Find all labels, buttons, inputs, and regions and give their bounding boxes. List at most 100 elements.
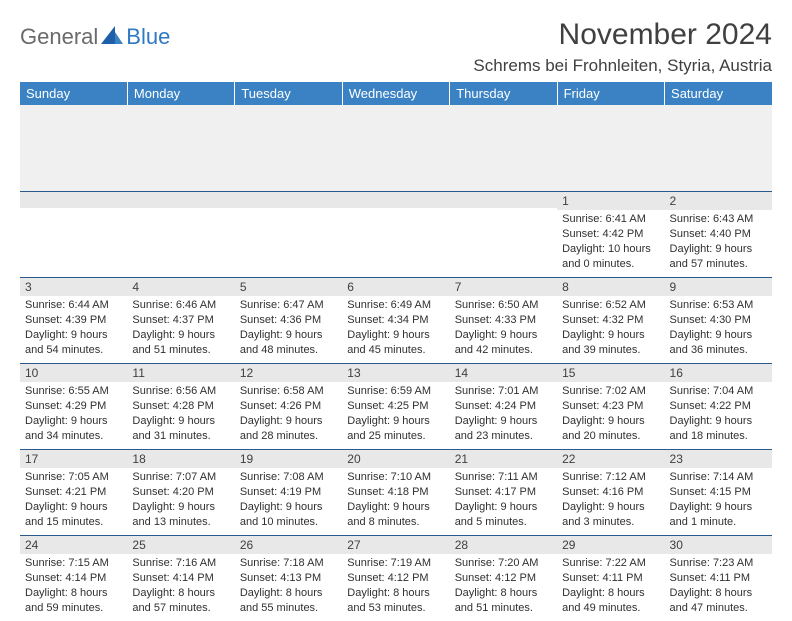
sunrise-text: Sunrise: 6:52 AM — [562, 298, 659, 313]
daylight-text: Daylight: 9 hours and 3 minutes. — [562, 500, 659, 530]
sunset-text: Sunset: 4:20 PM — [132, 485, 229, 500]
day-details: Sunrise: 7:08 AMSunset: 4:19 PMDaylight:… — [235, 468, 342, 533]
day-number: 19 — [235, 449, 342, 468]
day-number: 30 — [665, 535, 772, 554]
calendar-day-cell: 8Sunrise: 6:52 AMSunset: 4:32 PMDaylight… — [557, 277, 664, 363]
day-number: 22 — [557, 449, 664, 468]
brand-logo: General Blue — [20, 24, 170, 50]
day-details: Sunrise: 7:15 AMSunset: 4:14 PMDaylight:… — [20, 554, 127, 619]
calendar-day-cell: 12Sunrise: 6:58 AMSunset: 4:26 PMDayligh… — [235, 363, 342, 449]
daylight-text: Daylight: 9 hours and 57 minutes. — [670, 242, 767, 272]
sunrise-text: Sunrise: 7:16 AM — [132, 556, 229, 571]
day-number: 1 — [557, 191, 664, 210]
brand-general: General — [20, 24, 98, 50]
empty-day-num — [450, 191, 557, 208]
day-details: Sunrise: 7:14 AMSunset: 4:15 PMDaylight:… — [665, 468, 772, 533]
sunrise-text: Sunrise: 6:44 AM — [25, 298, 122, 313]
day-number: 9 — [665, 277, 772, 296]
daylight-text: Daylight: 9 hours and 15 minutes. — [25, 500, 122, 530]
day-number: 25 — [127, 535, 234, 554]
calendar-day-cell: 30Sunrise: 7:23 AMSunset: 4:11 PMDayligh… — [665, 535, 772, 621]
sunset-text: Sunset: 4:30 PM — [670, 313, 767, 328]
weekday-header: Thursday — [450, 82, 557, 105]
daylight-text: Daylight: 9 hours and 1 minute. — [670, 500, 767, 530]
daylight-text: Daylight: 9 hours and 42 minutes. — [455, 328, 552, 358]
calendar-day-cell: 2Sunrise: 6:43 AMSunset: 4:40 PMDaylight… — [665, 191, 772, 277]
sunset-text: Sunset: 4:12 PM — [347, 571, 444, 586]
calendar-day-cell: 21Sunrise: 7:11 AMSunset: 4:17 PMDayligh… — [450, 449, 557, 535]
sunset-text: Sunset: 4:16 PM — [562, 485, 659, 500]
calendar-day-cell: 22Sunrise: 7:12 AMSunset: 4:16 PMDayligh… — [557, 449, 664, 535]
day-details: Sunrise: 7:05 AMSunset: 4:21 PMDaylight:… — [20, 468, 127, 533]
sunrise-text: Sunrise: 7:02 AM — [562, 384, 659, 399]
sunrise-text: Sunrise: 7:12 AM — [562, 470, 659, 485]
sunset-text: Sunset: 4:33 PM — [455, 313, 552, 328]
calendar-day-cell: 7Sunrise: 6:50 AMSunset: 4:33 PMDaylight… — [450, 277, 557, 363]
daylight-text: Daylight: 8 hours and 55 minutes. — [240, 586, 337, 616]
calendar-week-row: 17Sunrise: 7:05 AMSunset: 4:21 PMDayligh… — [20, 449, 772, 535]
calendar-day-cell: 1Sunrise: 6:41 AMSunset: 4:42 PMDaylight… — [557, 191, 664, 277]
sunrise-text: Sunrise: 7:07 AM — [132, 470, 229, 485]
day-details: Sunrise: 6:41 AMSunset: 4:42 PMDaylight:… — [557, 210, 664, 275]
daylight-text: Daylight: 8 hours and 47 minutes. — [670, 586, 767, 616]
calendar-day-cell: 23Sunrise: 7:14 AMSunset: 4:15 PMDayligh… — [665, 449, 772, 535]
sunrise-text: Sunrise: 6:58 AM — [240, 384, 337, 399]
sunrise-text: Sunrise: 6:55 AM — [25, 384, 122, 399]
weekday-header-row: Sunday Monday Tuesday Wednesday Thursday… — [20, 82, 772, 105]
sunrise-text: Sunrise: 7:01 AM — [455, 384, 552, 399]
calendar-table: Sunday Monday Tuesday Wednesday Thursday… — [20, 82, 772, 621]
calendar-day-cell: 16Sunrise: 7:04 AMSunset: 4:22 PMDayligh… — [665, 363, 772, 449]
title-block: November 2024 Schrems bei Frohnleiten, S… — [473, 18, 772, 76]
daylight-text: Daylight: 9 hours and 28 minutes. — [240, 414, 337, 444]
daylight-text: Daylight: 9 hours and 54 minutes. — [25, 328, 122, 358]
day-number: 7 — [450, 277, 557, 296]
sunrise-text: Sunrise: 6:46 AM — [132, 298, 229, 313]
empty-day-num — [20, 191, 127, 208]
sunset-text: Sunset: 4:12 PM — [455, 571, 552, 586]
sunrise-text: Sunrise: 7:22 AM — [562, 556, 659, 571]
sunrise-text: Sunrise: 6:41 AM — [562, 212, 659, 227]
calendar-day-cell: 20Sunrise: 7:10 AMSunset: 4:18 PMDayligh… — [342, 449, 449, 535]
spacer-row — [20, 105, 772, 191]
daylight-text: Daylight: 9 hours and 5 minutes. — [455, 500, 552, 530]
sunset-text: Sunset: 4:17 PM — [455, 485, 552, 500]
weekday-header: Saturday — [665, 82, 772, 105]
calendar-day-cell: 9Sunrise: 6:53 AMSunset: 4:30 PMDaylight… — [665, 277, 772, 363]
day-number: 26 — [235, 535, 342, 554]
calendar-day-cell: 17Sunrise: 7:05 AMSunset: 4:21 PMDayligh… — [20, 449, 127, 535]
sunrise-text: Sunrise: 7:11 AM — [455, 470, 552, 485]
day-number: 16 — [665, 363, 772, 382]
daylight-text: Daylight: 10 hours and 0 minutes. — [562, 242, 659, 272]
daylight-text: Daylight: 9 hours and 34 minutes. — [25, 414, 122, 444]
sunset-text: Sunset: 4:29 PM — [25, 399, 122, 414]
day-number: 20 — [342, 449, 449, 468]
sunrise-text: Sunrise: 7:05 AM — [25, 470, 122, 485]
calendar-day-cell: 15Sunrise: 7:02 AMSunset: 4:23 PMDayligh… — [557, 363, 664, 449]
sunrise-text: Sunrise: 7:14 AM — [670, 470, 767, 485]
day-details: Sunrise: 7:22 AMSunset: 4:11 PMDaylight:… — [557, 554, 664, 619]
day-details: Sunrise: 6:59 AMSunset: 4:25 PMDaylight:… — [342, 382, 449, 447]
sunset-text: Sunset: 4:24 PM — [455, 399, 552, 414]
day-number: 11 — [127, 363, 234, 382]
day-number: 24 — [20, 535, 127, 554]
day-details: Sunrise: 7:10 AMSunset: 4:18 PMDaylight:… — [342, 468, 449, 533]
day-details: Sunrise: 6:58 AMSunset: 4:26 PMDaylight:… — [235, 382, 342, 447]
day-number: 2 — [665, 191, 772, 210]
day-details: Sunrise: 7:23 AMSunset: 4:11 PMDaylight:… — [665, 554, 772, 619]
sunset-text: Sunset: 4:14 PM — [132, 571, 229, 586]
empty-day-num — [127, 191, 234, 208]
sunrise-text: Sunrise: 7:15 AM — [25, 556, 122, 571]
calendar-day-cell — [127, 191, 234, 277]
day-number: 5 — [235, 277, 342, 296]
calendar-day-cell: 11Sunrise: 6:56 AMSunset: 4:28 PMDayligh… — [127, 363, 234, 449]
calendar-day-cell: 18Sunrise: 7:07 AMSunset: 4:20 PMDayligh… — [127, 449, 234, 535]
calendar-day-cell — [20, 191, 127, 277]
day-details: Sunrise: 7:12 AMSunset: 4:16 PMDaylight:… — [557, 468, 664, 533]
sunrise-text: Sunrise: 6:49 AM — [347, 298, 444, 313]
sunset-text: Sunset: 4:23 PM — [562, 399, 659, 414]
sunrise-text: Sunrise: 6:43 AM — [670, 212, 767, 227]
sunset-text: Sunset: 4:42 PM — [562, 227, 659, 242]
sunset-text: Sunset: 4:28 PM — [132, 399, 229, 414]
empty-day-num — [235, 191, 342, 208]
weekday-header: Friday — [557, 82, 664, 105]
